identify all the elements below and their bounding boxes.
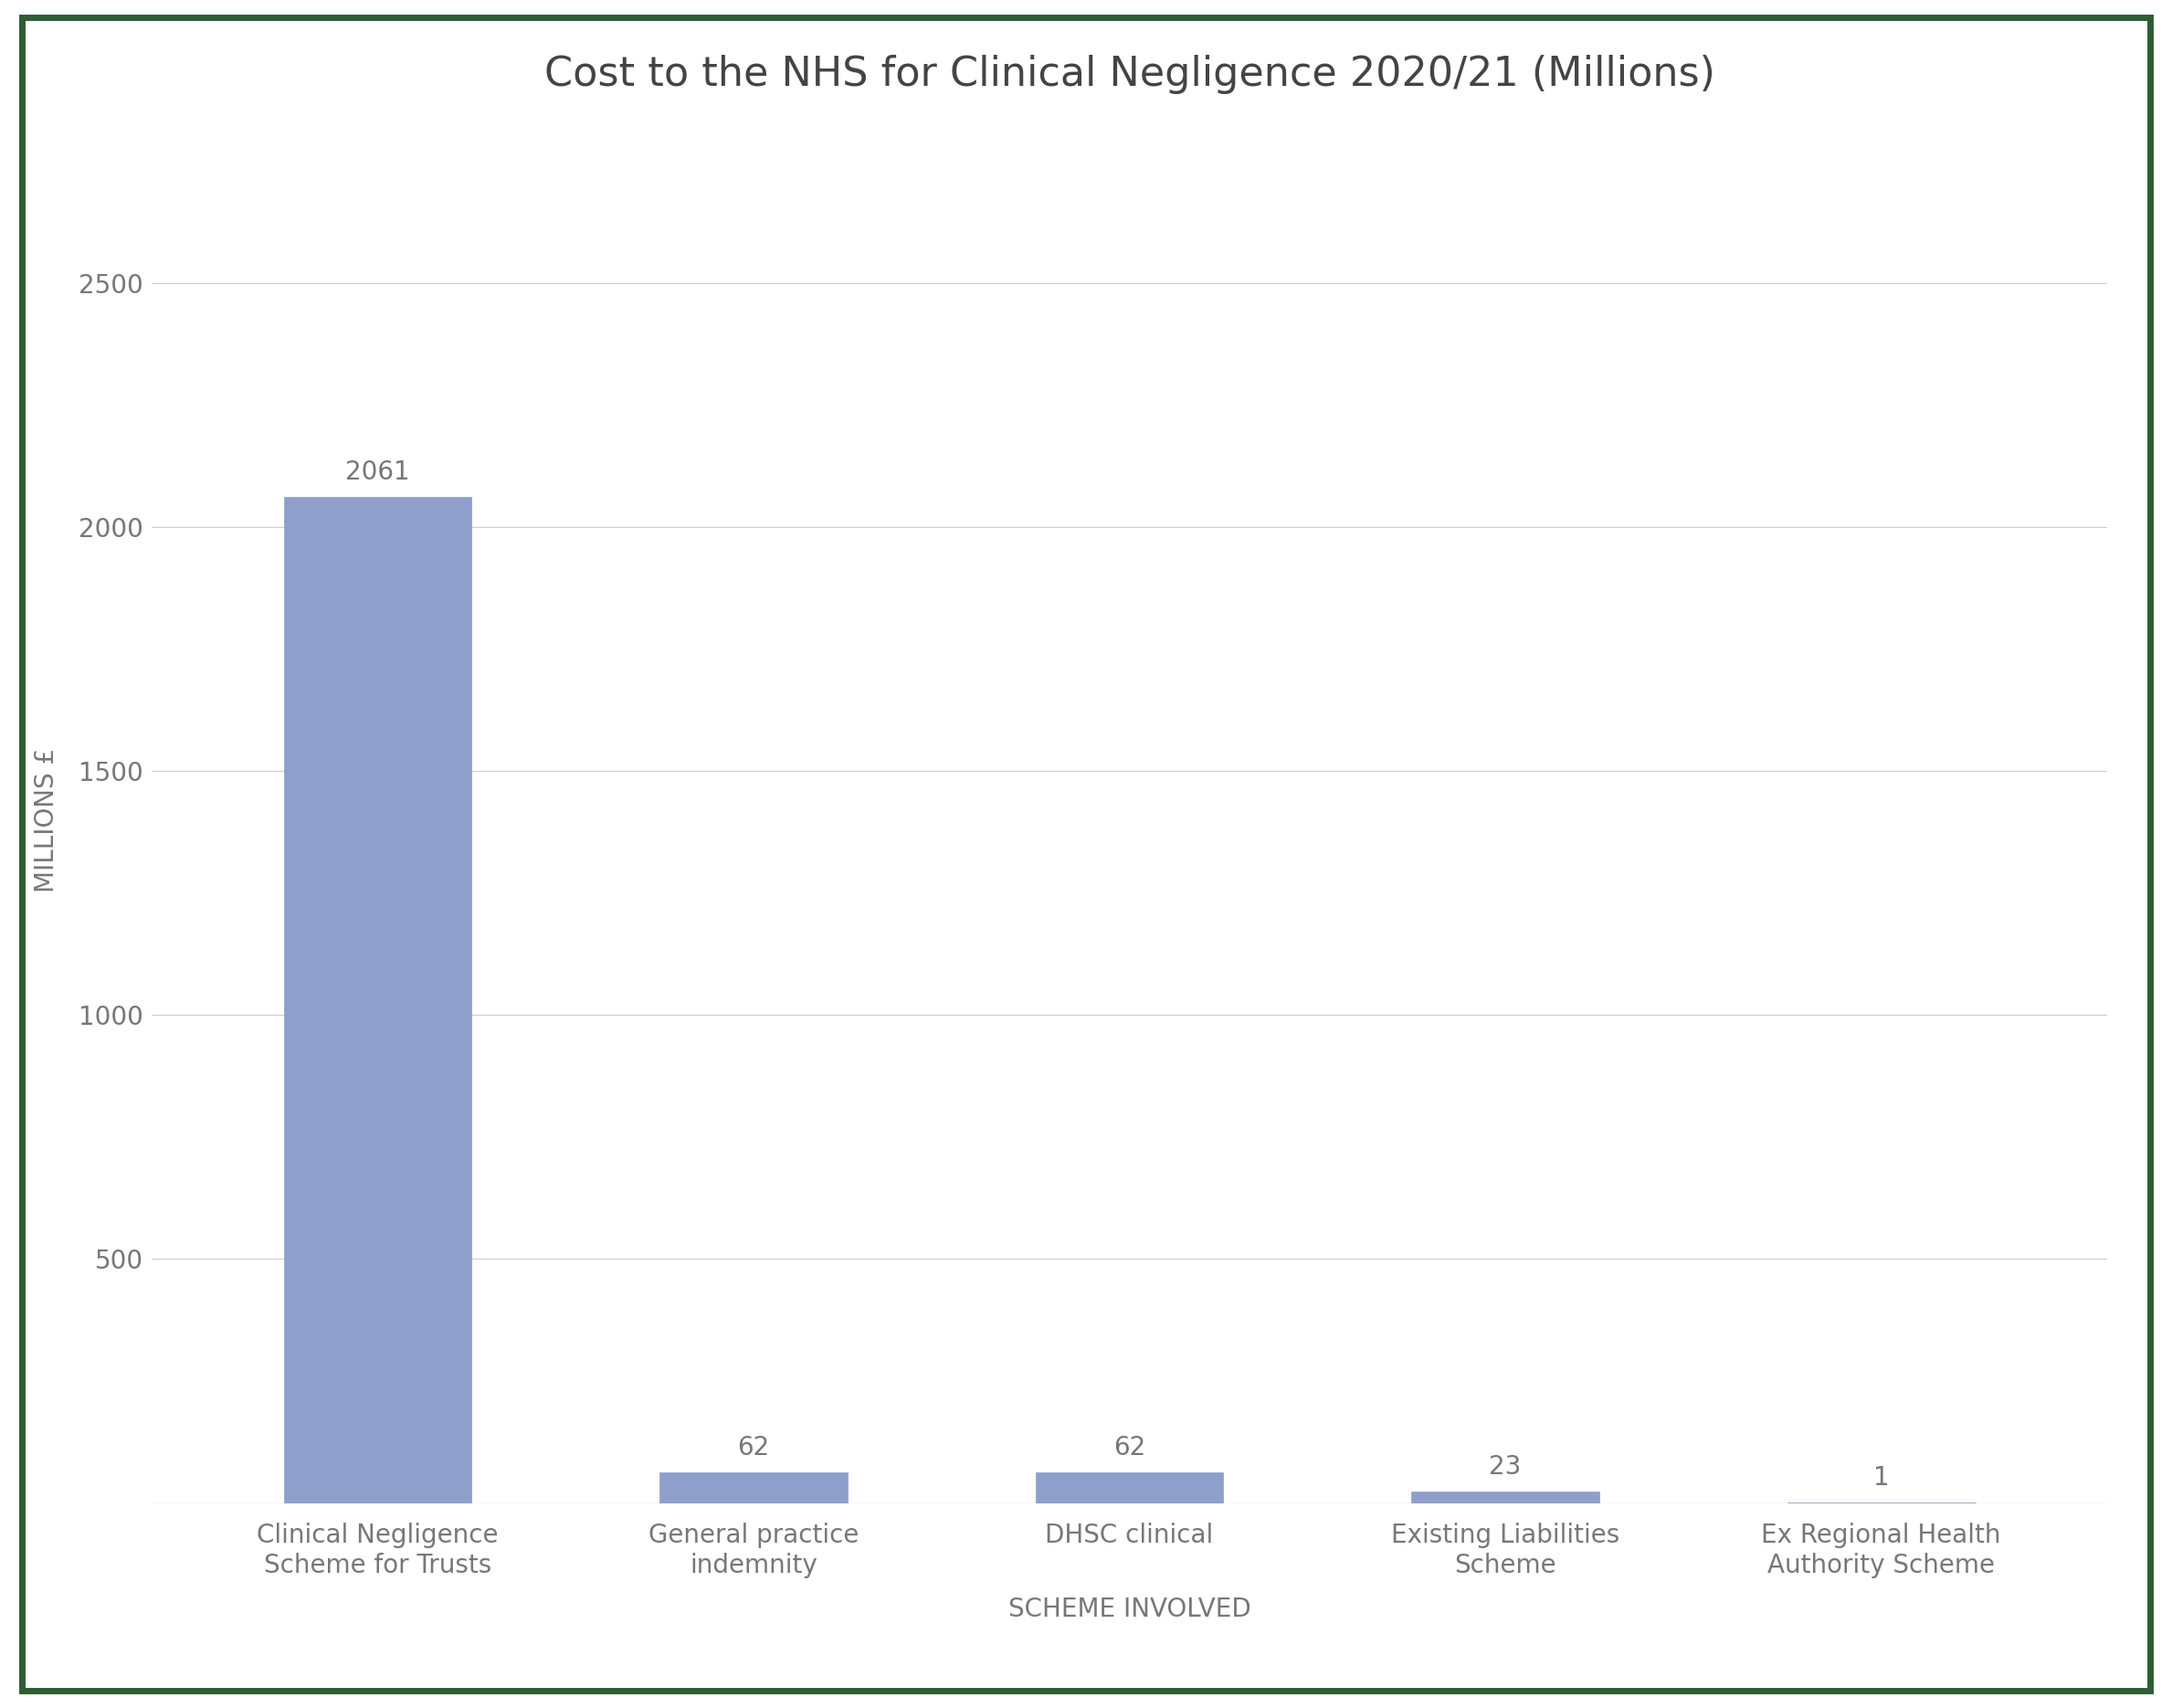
- Text: 1: 1: [1872, 1465, 1890, 1491]
- Text: 23: 23: [1490, 1454, 1523, 1479]
- Text: 62: 62: [1114, 1435, 1145, 1460]
- Bar: [660, 1472, 847, 1503]
- Text: 62: 62: [738, 1435, 769, 1460]
- Y-axis label: MILLIONS £: MILLIONS £: [35, 748, 59, 892]
- X-axis label: SCHEME INVOLVED: SCHEME INVOLVED: [1008, 1597, 1251, 1623]
- Bar: [1036, 1472, 1223, 1503]
- Title: Cost to the NHS for Clinical Negligence 2020/21 (Millions): Cost to the NHS for Clinical Negligence …: [543, 55, 1716, 94]
- Bar: [1412, 1491, 1599, 1503]
- Bar: [285, 497, 471, 1503]
- Text: 2061: 2061: [345, 459, 411, 485]
